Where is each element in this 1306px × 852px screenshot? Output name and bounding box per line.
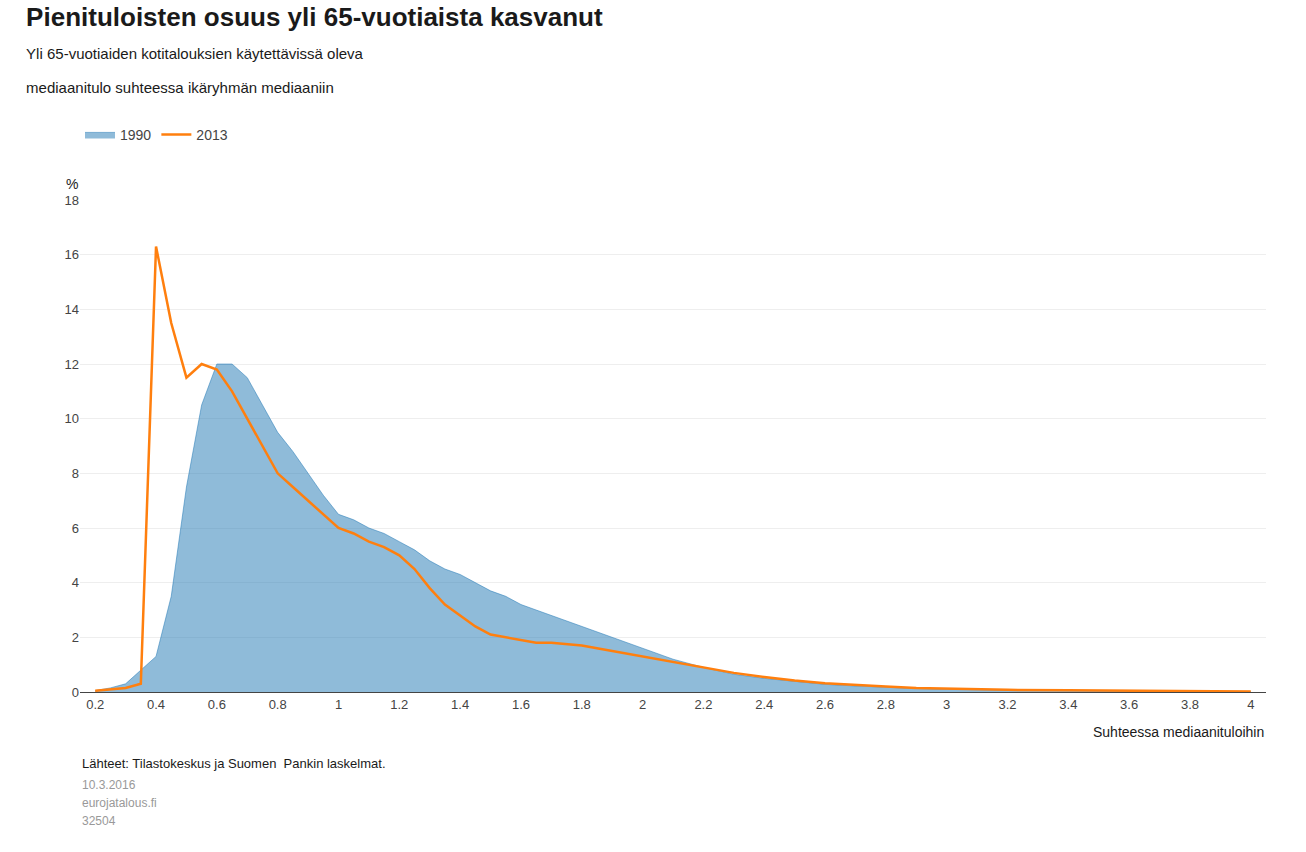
svg-text:10.3.2016: 10.3.2016 xyxy=(82,778,136,792)
svg-text:16: 16 xyxy=(65,247,79,262)
svg-text:3.2: 3.2 xyxy=(998,697,1016,712)
svg-text:Suhteessa mediaanituloihin: Suhteessa mediaanituloihin xyxy=(1093,724,1264,740)
svg-text:Pienituloisten osuus yli 65-vu: Pienituloisten osuus yli 65-vuotiaista k… xyxy=(26,2,603,97)
svg-text:0.6: 0.6 xyxy=(208,697,226,712)
svg-text:3.6: 3.6 xyxy=(1120,697,1138,712)
svg-text:0.8: 0.8 xyxy=(269,697,287,712)
svg-text:14: 14 xyxy=(65,302,79,317)
svg-text:1.6: 1.6 xyxy=(512,697,530,712)
svg-text:1.8: 1.8 xyxy=(573,697,591,712)
svg-text:Lähteet: Tilastokeskus ja Suom: Lähteet: Tilastokeskus ja Suomen Pankin … xyxy=(82,756,386,771)
svg-text:3: 3 xyxy=(943,697,950,712)
svg-text:2.6: 2.6 xyxy=(816,697,834,712)
svg-text:0.2: 0.2 xyxy=(86,697,104,712)
svg-text:6: 6 xyxy=(72,521,79,536)
svg-text:0: 0 xyxy=(72,685,79,700)
svg-text:10: 10 xyxy=(65,411,79,426)
svg-text:2013: 2013 xyxy=(196,127,227,143)
svg-text:2: 2 xyxy=(639,697,646,712)
svg-text:4: 4 xyxy=(72,575,79,590)
svg-text:32504: 32504 xyxy=(82,814,116,828)
svg-text:8: 8 xyxy=(72,466,79,481)
svg-text:12: 12 xyxy=(65,357,79,372)
svg-text:1: 1 xyxy=(335,697,342,712)
svg-text:eurojatalous.fi: eurojatalous.fi xyxy=(82,796,157,810)
svg-text:2.2: 2.2 xyxy=(694,697,712,712)
svg-text:3.4: 3.4 xyxy=(1059,697,1077,712)
svg-text:%: % xyxy=(66,176,78,192)
svg-text:3.8: 3.8 xyxy=(1181,697,1199,712)
svg-text:2: 2 xyxy=(72,630,79,645)
svg-text:2.4: 2.4 xyxy=(755,697,773,712)
svg-text:1.4: 1.4 xyxy=(451,697,469,712)
svg-text:1990: 1990 xyxy=(120,127,151,143)
svg-text:18: 18 xyxy=(65,193,79,208)
svg-text:1.2: 1.2 xyxy=(390,697,408,712)
svg-text:4: 4 xyxy=(1247,697,1254,712)
svg-text:2.8: 2.8 xyxy=(877,697,895,712)
svg-text:0.4: 0.4 xyxy=(147,697,165,712)
